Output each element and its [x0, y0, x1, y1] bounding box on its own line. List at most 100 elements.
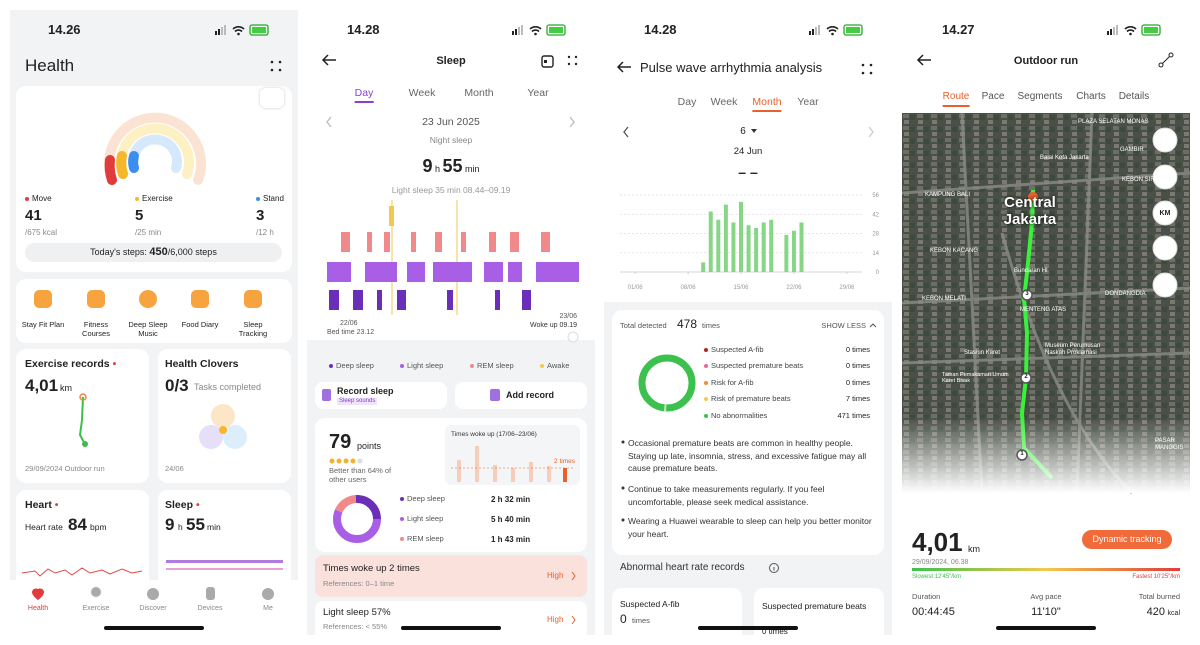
tab[interactable]: Day [677, 96, 697, 108]
distance-unit: km [968, 544, 980, 554]
date-arrows [326, 116, 575, 128]
bar [731, 222, 736, 272]
more-icon [270, 60, 282, 72]
bed-time: Bed time 23.12 [327, 329, 375, 336]
info-icon [769, 563, 779, 573]
tab[interactable]: Pace [981, 91, 1005, 102]
legend-item: Awake [540, 361, 569, 371]
dynamic-tracking[interactable]: Dynamic tracking [1082, 530, 1172, 549]
insight-card[interactable] [315, 555, 587, 597]
ring-menu[interactable] [260, 88, 284, 108]
button-label: Record sleep [337, 386, 394, 396]
total-label: Total detected [620, 321, 667, 330]
tab[interactable]: Charts [1076, 91, 1106, 102]
summary-row: Suspected A-fib [704, 345, 764, 355]
period-selector[interactable]: 6 [740, 126, 746, 137]
status-icons [1107, 24, 1161, 36]
summary-value: 7 times [845, 394, 870, 403]
record-name: Suspected premature beats [762, 601, 867, 611]
screen-title: Health [25, 56, 75, 75]
add-record-button[interactable] [455, 382, 587, 409]
map-label: KEBON KACANG [930, 248, 979, 254]
stage-name: Deep sleep [400, 494, 445, 504]
y-tick-label: 28 [872, 232, 879, 238]
map-label: Central Jakarta [1003, 194, 1057, 229]
legend-item: REM sleep [470, 361, 514, 371]
title: Exercise records [25, 358, 110, 370]
stage-donut [333, 495, 381, 543]
nav-item[interactable]: Me [263, 605, 273, 612]
sleep-card[interactable] [158, 490, 291, 590]
nav-item[interactable]: Exercise [82, 605, 110, 612]
end-date: 23/06 [559, 313, 577, 320]
back-icon[interactable] [616, 61, 632, 73]
route-marker: 1 [1020, 451, 1024, 457]
tab[interactable]: Month [752, 96, 782, 113]
route-marker: 3 [1025, 291, 1029, 297]
summary-card [612, 310, 884, 555]
nav-item[interactable]: Devices [197, 605, 223, 612]
home-indicator [996, 626, 1096, 630]
record-value: 0 times [762, 627, 788, 635]
stars [329, 458, 363, 464]
bar [791, 230, 796, 272]
title: Sleep [165, 499, 194, 511]
map-label: Museum Perumusan Naskah Proklamasi [1045, 343, 1101, 356]
x-tick-label: 08/06 [681, 285, 697, 291]
shortcut[interactable]: Sleep Tracking [238, 320, 268, 338]
fastest: Fastest 10'25"/km [1132, 574, 1180, 580]
hours: 9 [422, 156, 433, 176]
back-icon[interactable] [321, 54, 337, 66]
tab[interactable]: Route [942, 91, 970, 107]
status-time: 14.28 [347, 22, 380, 37]
shortcut[interactable]: Deep Sleep Music [128, 320, 168, 338]
activity-label: Exercise [135, 194, 173, 203]
tab[interactable]: Year [527, 87, 549, 99]
nav-item[interactable]: Health [27, 605, 49, 612]
tab[interactable]: Year [797, 96, 819, 108]
tab[interactable]: Day [354, 87, 374, 104]
activity-value: 3 [256, 207, 265, 224]
activity-goal: /25 min [135, 228, 162, 237]
stat-label: Avg pace [1030, 592, 1062, 601]
stat-label: Total burned [1138, 592, 1180, 601]
period-arrows [623, 126, 874, 138]
arrhythmia-screen: 14.28 Pulse wave arrhythmia analysis Day… [604, 10, 892, 635]
x-tick-label: 15/06 [733, 285, 749, 291]
bar [761, 222, 766, 272]
shortcut[interactable]: Fitness Courses [82, 320, 110, 338]
shortcut[interactable]: Stay Fit Plan [21, 320, 65, 329]
clover-icon [199, 404, 247, 449]
nav-item[interactable]: Discover [139, 605, 167, 612]
arrhythmia-chart: 0 14 28 42 56 01/06 08/06 15/06 22/06 29/06 [620, 193, 880, 291]
stat-unit: kcal [1167, 610, 1180, 617]
tab[interactable]: Details [1118, 91, 1150, 102]
sleep-h: h [178, 522, 183, 532]
toggle[interactable]: SHOW LESS [821, 321, 866, 330]
tab[interactable]: Segments [1017, 91, 1063, 102]
steps-label: Today's steps [90, 247, 145, 257]
heart-card[interactable] [16, 490, 149, 590]
summary-row: Risk for A-fib [704, 378, 754, 388]
tab[interactable]: Month [464, 87, 494, 99]
period: Night sleep [429, 135, 473, 145]
button-icons [322, 389, 500, 401]
header-icons [541, 55, 578, 68]
card-unit: km [60, 383, 72, 393]
back-icon[interactable] [916, 54, 932, 66]
total-unit: times [702, 321, 720, 330]
label: Move [32, 194, 52, 203]
tab[interactable]: Week [408, 87, 436, 99]
card-label: Heart rate [25, 522, 63, 532]
tab[interactable]: Week [710, 96, 738, 108]
status-time: 14.26 [48, 22, 81, 37]
map-label: PASAR MANGGIS [1155, 438, 1184, 451]
min: min [465, 164, 480, 174]
steps-pill[interactable]: Today's steps: 450/6,000 steps [25, 243, 282, 262]
label: Risk for A-fib [711, 378, 754, 387]
shortcut[interactable]: Food Diary [181, 320, 219, 329]
date: 23 Jun 2025 [422, 116, 480, 128]
map-button[interactable]: KM [1159, 210, 1171, 217]
route-icon[interactable] [1158, 52, 1174, 68]
